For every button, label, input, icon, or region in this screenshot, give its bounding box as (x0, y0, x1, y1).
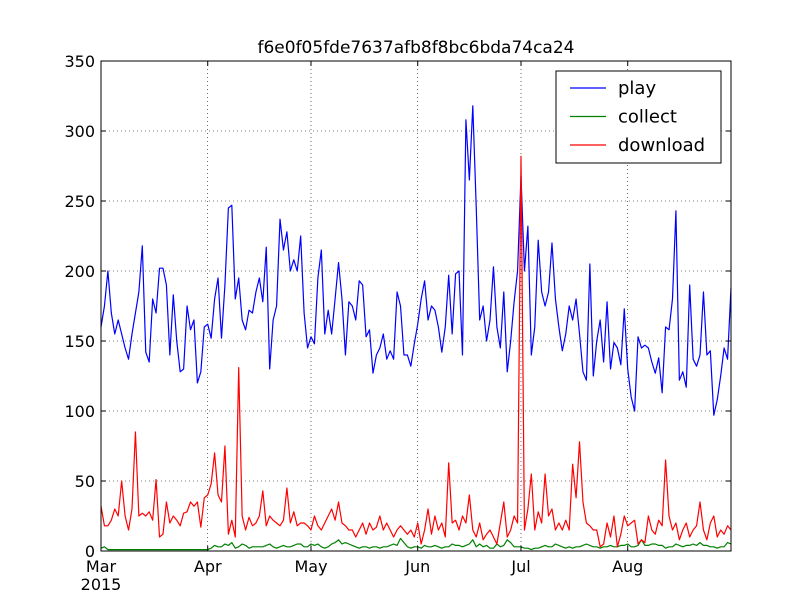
x-tick-sublabel: 2015 (81, 575, 122, 594)
legend-label-download: download (618, 135, 705, 156)
x-tick-label: Jun (404, 557, 430, 576)
series-layer (100, 105, 732, 551)
series-line-download (100, 155, 732, 548)
y-tick-label: 0 (85, 542, 95, 561)
plot-frame (100, 60, 732, 552)
series-line-play (100, 105, 732, 416)
chart-title: f6e0f05fde7637afb8f8bc6bda74ca24 (258, 38, 575, 58)
y-tick-label: 100 (64, 402, 95, 421)
x-tick-label: May (294, 557, 327, 576)
legend-label-collect: collect (618, 107, 677, 128)
legend: play collect download (555, 70, 722, 164)
y-tick-label: 250 (64, 192, 95, 211)
legend-label-play: play (618, 78, 656, 99)
y-tick-label: 300 (64, 122, 95, 141)
y-tick-label: 50 (75, 472, 95, 491)
y-tick-label: 350 (64, 52, 95, 71)
y-tick-label: 200 (64, 262, 95, 281)
x-tick-label: Aug (612, 557, 643, 576)
x-tick-label: Mar (86, 557, 117, 576)
x-tick-label: Apr (194, 557, 222, 576)
x-tick-label: Jul (510, 557, 530, 576)
y-tick-label: 150 (64, 332, 95, 351)
series-line-collect (100, 537, 732, 551)
